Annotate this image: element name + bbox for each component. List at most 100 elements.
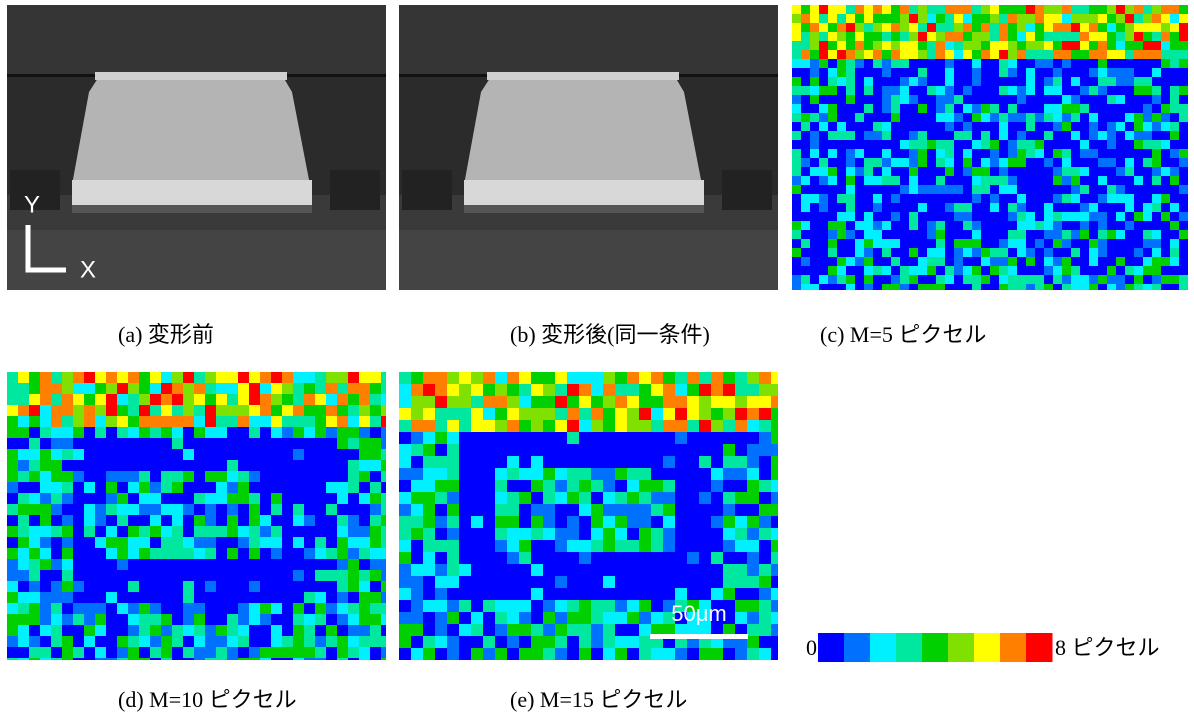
map-cell (139, 383, 150, 394)
map-cell (423, 552, 435, 564)
map-cell (519, 540, 531, 552)
map-cell (1062, 167, 1071, 176)
map-cell (828, 113, 837, 122)
map-cell (29, 471, 40, 482)
map-cell (447, 420, 459, 432)
map-cell (918, 77, 927, 86)
map-cell (370, 438, 381, 449)
map-cell (183, 372, 194, 383)
map-cell (723, 372, 735, 384)
map-cell (117, 394, 128, 405)
map-cell (846, 176, 855, 185)
map-cell (1008, 266, 1017, 275)
map-cell (1143, 257, 1152, 266)
map-cell (1080, 32, 1089, 41)
map-cell (819, 203, 828, 212)
map-cell (293, 614, 304, 625)
map-cell (579, 372, 591, 384)
map-cell (381, 405, 392, 416)
map-cell (945, 275, 954, 284)
map-cell (1116, 194, 1125, 203)
map-cell (591, 384, 603, 396)
map-cell (1161, 23, 1170, 32)
map-cell (29, 416, 40, 427)
map-cell (150, 647, 161, 658)
map-cell (194, 603, 205, 614)
map-cell (40, 603, 51, 614)
map-cell (555, 636, 567, 648)
map-cell (7, 559, 18, 570)
map-cell (1161, 122, 1170, 131)
map-cell (150, 636, 161, 647)
map-cell (663, 420, 675, 432)
photo-after (399, 5, 778, 290)
map-cell (837, 266, 846, 275)
map-cell (771, 372, 783, 384)
map-cell (1143, 158, 1152, 167)
map-cell (1080, 41, 1089, 50)
map-cell (1080, 23, 1089, 32)
map-cell (579, 504, 591, 516)
map-cell (1143, 104, 1152, 113)
map-cell (1008, 284, 1017, 293)
map-cell (271, 504, 282, 515)
map-cell (315, 603, 326, 614)
map-cell (337, 482, 348, 493)
map-cell (271, 427, 282, 438)
map-cell (435, 408, 447, 420)
map-cell (990, 158, 999, 167)
map-cell (1062, 275, 1071, 284)
map-cell (846, 185, 855, 194)
map-cell (507, 540, 519, 552)
map-cell (1071, 194, 1080, 203)
map-cell (1044, 248, 1053, 257)
map-cell (864, 158, 873, 167)
map-cell (84, 372, 95, 383)
map-cell (40, 427, 51, 438)
map-cell (95, 614, 106, 625)
map-cell (1179, 23, 1188, 32)
map-cell (495, 492, 507, 504)
map-cell (945, 203, 954, 212)
map-cell (183, 647, 194, 658)
map-cell (249, 471, 260, 482)
map-cell (1179, 284, 1188, 293)
map-cell (963, 221, 972, 230)
map-cell (18, 493, 29, 504)
map-cell (864, 50, 873, 59)
map-cell (747, 420, 759, 432)
map-cell (999, 275, 1008, 284)
map-cell (543, 612, 555, 624)
map-cell (1017, 203, 1026, 212)
map-cell (999, 41, 1008, 50)
map-cell (337, 658, 348, 669)
map-cell (293, 394, 304, 405)
map-cell (337, 548, 348, 559)
map-cell (1080, 167, 1089, 176)
map-cell (507, 468, 519, 480)
map-cell (370, 515, 381, 526)
map-cell (1161, 104, 1170, 113)
map-cell (1107, 95, 1116, 104)
map-cell (326, 383, 337, 394)
map-cell (29, 647, 40, 658)
map-cell (84, 405, 95, 416)
map-cell (238, 658, 249, 669)
map-cell (855, 149, 864, 158)
map-cell (603, 480, 615, 492)
map-cell (1035, 275, 1044, 284)
map-cell (627, 492, 639, 504)
map-cell (1044, 104, 1053, 113)
map-cell (651, 420, 663, 432)
map-cell (771, 552, 783, 564)
map-cell (183, 592, 194, 603)
map-cell (51, 372, 62, 383)
map-cell (1125, 131, 1134, 140)
map-cell (663, 492, 675, 504)
map-cell (837, 23, 846, 32)
map-cell (1107, 50, 1116, 59)
map-cell (51, 658, 62, 669)
map-cell (62, 614, 73, 625)
map-cell (73, 394, 84, 405)
map-cell (810, 23, 819, 32)
